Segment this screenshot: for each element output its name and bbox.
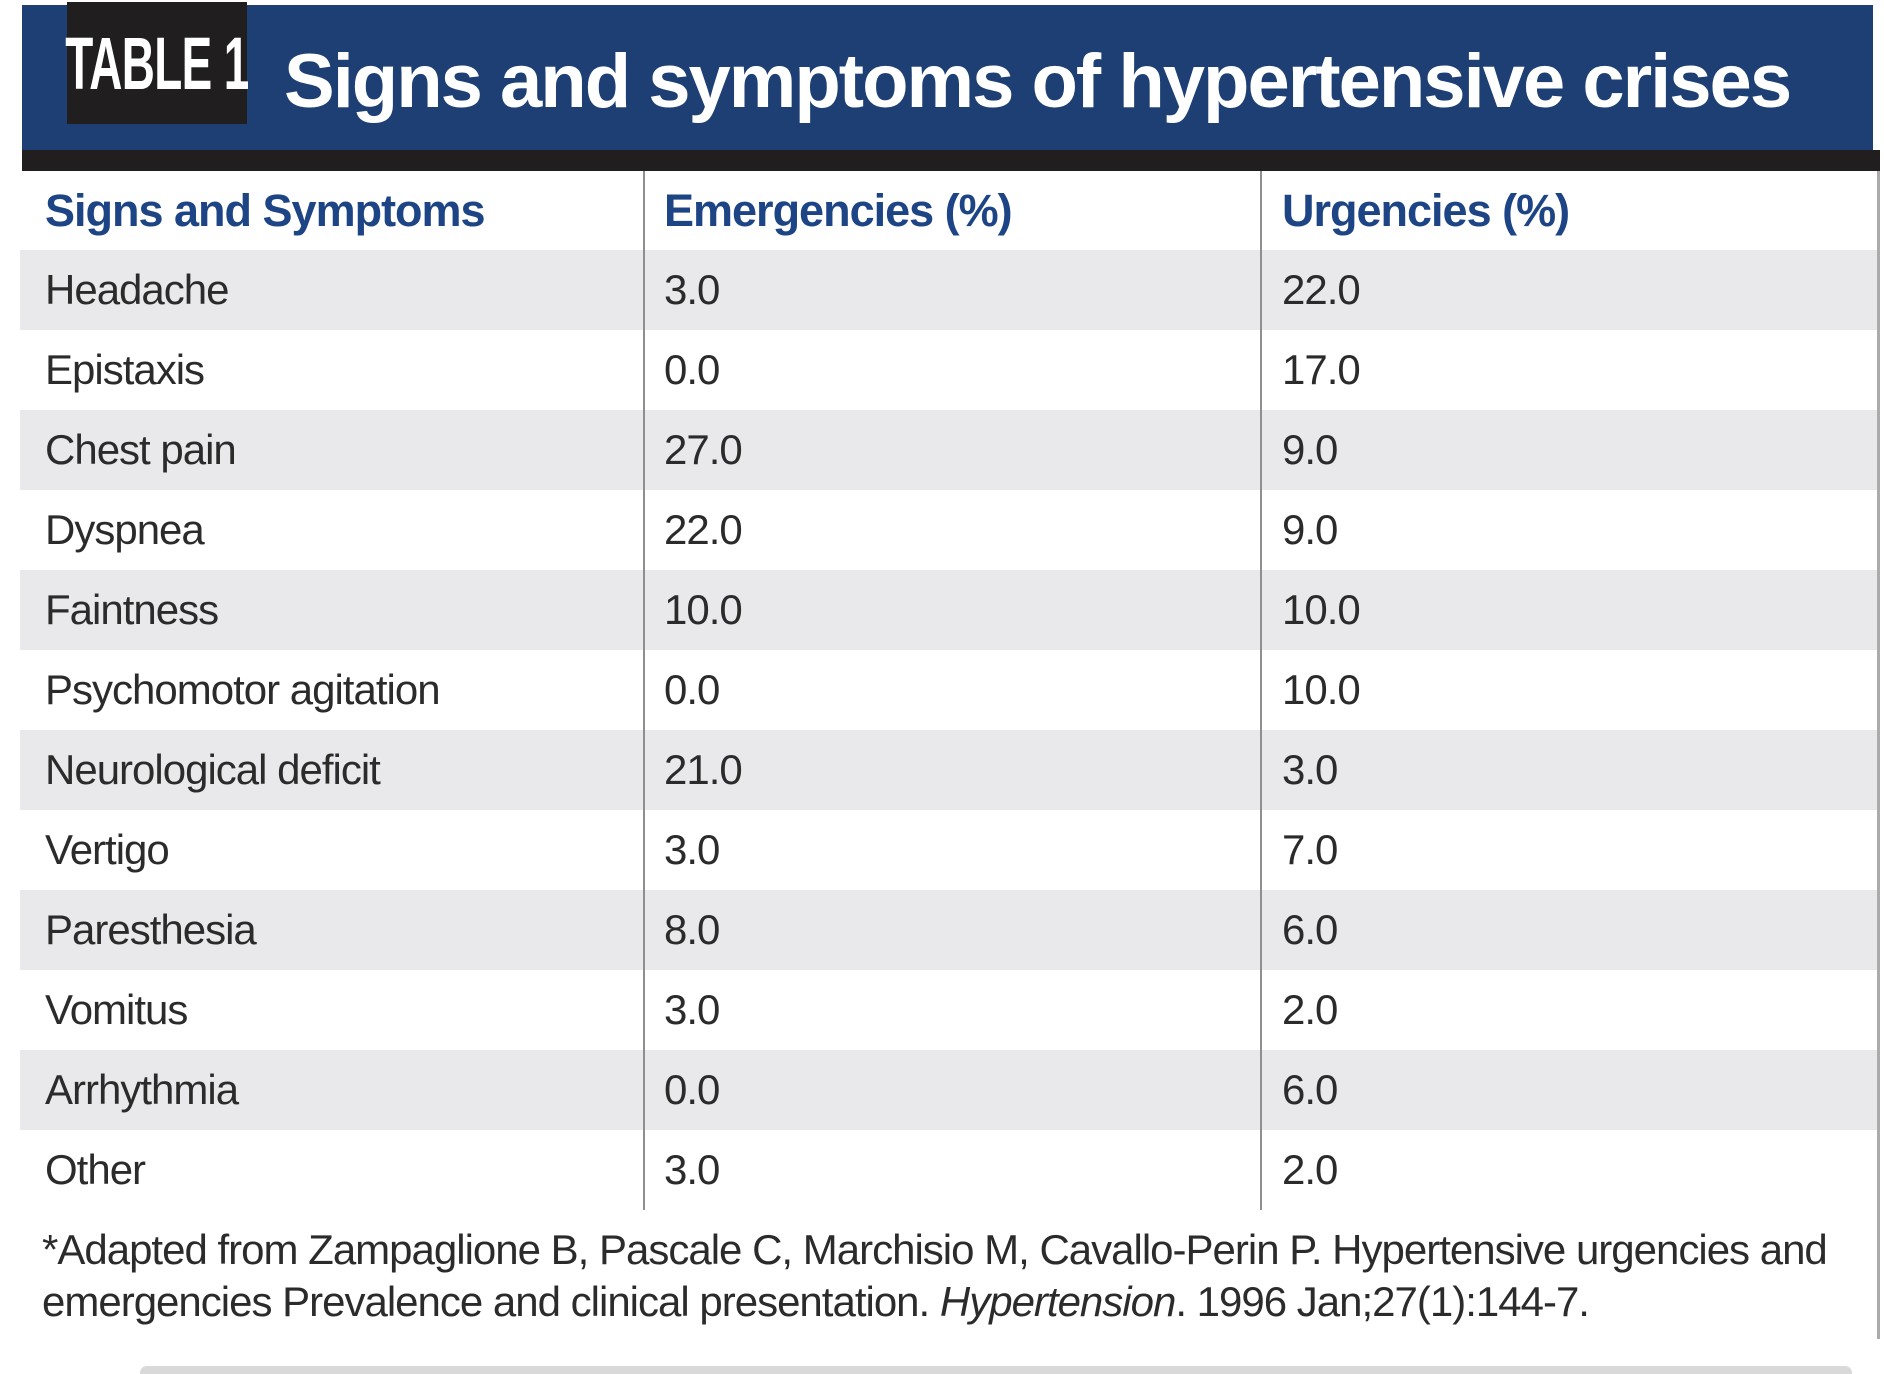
emergencies-cell: 22.0	[664, 506, 743, 553]
emergencies-cell: 0.0	[664, 666, 720, 713]
footnote-line2-post: . 1996 Jan;27(1):144-7.	[1175, 1278, 1590, 1325]
symptom-cell: Vertigo	[45, 826, 170, 873]
table-row: Headache 3.0 22.0	[20, 250, 1880, 330]
symptom-cell: Arrhythmia	[45, 1066, 239, 1113]
table-row: Psychomotor agitation 0.0 10.0	[20, 650, 1880, 730]
symptom-cell: Paresthesia	[45, 906, 257, 953]
table-row: Chest pain 27.0 9.0	[20, 410, 1880, 490]
banner-underline-strip	[22, 150, 1880, 171]
table-row: Dyspnea 22.0 9.0	[20, 490, 1880, 570]
column-header-emergencies: Emergencies (%)	[664, 184, 1013, 236]
emergencies-cell: 0.0	[664, 346, 720, 393]
emergencies-cell: 21.0	[664, 746, 743, 793]
table-banner: TABLE 1 Signs and symptoms of hypertensi…	[22, 2, 1873, 150]
footnote-line1: *Adapted from Zampaglione B, Pascale C, …	[42, 1226, 1828, 1273]
urgencies-cell: 9.0	[1282, 426, 1338, 473]
table-number-badge: TABLE 1	[65, 2, 249, 124]
emergencies-cell: 0.0	[664, 1066, 720, 1113]
symptom-cell: Chest pain	[45, 426, 237, 473]
table-row: Faintness 10.0 10.0	[20, 570, 1880, 650]
urgencies-cell: 9.0	[1282, 506, 1338, 553]
footnote: *Adapted from Zampaglione B, Pascale C, …	[42, 1224, 1842, 1328]
column-header-urgencies: Urgencies (%)	[1282, 184, 1570, 236]
table-number-label: TABLE 1	[65, 21, 249, 105]
urgencies-cell: 2.0	[1282, 986, 1338, 1033]
symptom-cell: Epistaxis	[45, 346, 205, 393]
table-row: Epistaxis 0.0 17.0	[20, 330, 1880, 410]
table-row: Arrhythmia 0.0 6.0	[20, 1050, 1880, 1130]
urgencies-cell: 10.0	[1282, 666, 1361, 713]
symptom-cell: Faintness	[45, 586, 219, 633]
urgencies-cell: 2.0	[1282, 1146, 1338, 1193]
footnote-journal-name: Hypertension	[939, 1278, 1176, 1325]
symptom-cell: Other	[45, 1146, 146, 1193]
emergencies-cell: 3.0	[664, 266, 720, 313]
symptoms-table: Signs and Symptoms Emergencies (%) Urgen…	[20, 171, 1880, 1339]
table-body: Headache 3.0 22.0 Epistaxis 0.0 17.0 Che…	[20, 250, 1880, 1210]
column-header-signs: Signs and Symptoms	[45, 184, 486, 236]
table-row: Vomitus 3.0 2.0	[20, 970, 1880, 1050]
urgencies-cell: 3.0	[1282, 746, 1338, 793]
table-row: Other 3.0 2.0	[20, 1130, 1880, 1210]
urgencies-cell: 6.0	[1282, 1066, 1338, 1113]
urgencies-cell: 22.0	[1282, 266, 1361, 313]
symptom-cell: Neurological deficit	[45, 746, 381, 793]
table-row: Vertigo 3.0 7.0	[20, 810, 1880, 890]
urgencies-cell: 6.0	[1282, 906, 1338, 953]
table-row: Paresthesia 8.0 6.0	[20, 890, 1880, 970]
emergencies-cell: 3.0	[664, 1146, 720, 1193]
urgencies-cell: 17.0	[1282, 346, 1361, 393]
emergencies-cell: 27.0	[664, 426, 743, 473]
column-divider-1	[643, 171, 645, 1210]
column-divider-2	[1260, 171, 1262, 1210]
table-row: Neurological deficit 21.0 3.0	[20, 730, 1880, 810]
symptom-cell: Headache	[45, 266, 229, 313]
footnote-line2-pre: emergencies Prevalence and clinical pres…	[42, 1278, 940, 1325]
emergencies-cell: 10.0	[664, 586, 743, 633]
table-title: Signs and symptoms of hypertensive crise…	[284, 39, 1792, 124]
symptom-cell: Psychomotor agitation	[45, 666, 441, 713]
urgencies-cell: 10.0	[1282, 586, 1361, 633]
emergencies-cell: 3.0	[664, 986, 720, 1033]
table-right-border	[1877, 171, 1880, 1339]
table-header-row: Signs and Symptoms Emergencies (%) Urgen…	[20, 171, 1880, 250]
emergencies-cell: 3.0	[664, 826, 720, 873]
emergencies-cell: 8.0	[664, 906, 720, 953]
urgencies-cell: 7.0	[1282, 826, 1338, 873]
symptom-cell: Dyspnea	[45, 506, 205, 553]
bottom-partial-bar	[140, 1366, 1852, 1374]
symptom-cell: Vomitus	[45, 986, 188, 1033]
